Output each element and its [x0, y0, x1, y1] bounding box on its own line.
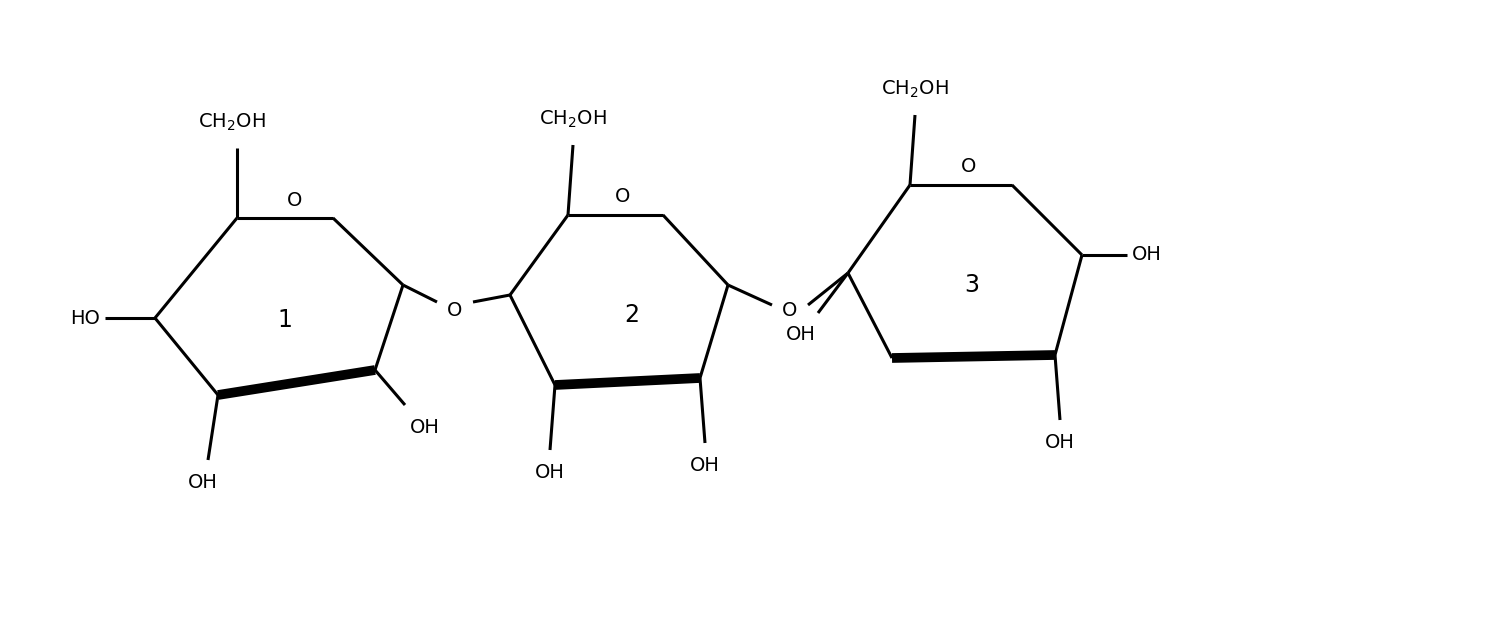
- Text: CH$_2$OH: CH$_2$OH: [881, 79, 949, 100]
- Text: 3: 3: [964, 273, 979, 297]
- Text: 1: 1: [277, 308, 292, 332]
- Text: OH: OH: [187, 473, 217, 492]
- Text: OH: OH: [411, 418, 439, 437]
- Text: OH: OH: [1132, 245, 1162, 265]
- Text: CH$_2$OH: CH$_2$OH: [540, 109, 607, 130]
- Text: HO: HO: [70, 308, 100, 328]
- Text: OH: OH: [785, 325, 815, 344]
- Text: OH: OH: [1045, 433, 1075, 452]
- Text: O: O: [615, 187, 631, 206]
- Text: O: O: [447, 301, 463, 320]
- Text: 2: 2: [625, 303, 640, 327]
- Text: CH$_2$OH: CH$_2$OH: [198, 112, 265, 133]
- Text: OH: OH: [690, 456, 720, 475]
- Text: O: O: [961, 157, 977, 177]
- Text: O: O: [288, 191, 303, 209]
- Text: OH: OH: [535, 463, 565, 482]
- Text: O: O: [782, 301, 797, 320]
